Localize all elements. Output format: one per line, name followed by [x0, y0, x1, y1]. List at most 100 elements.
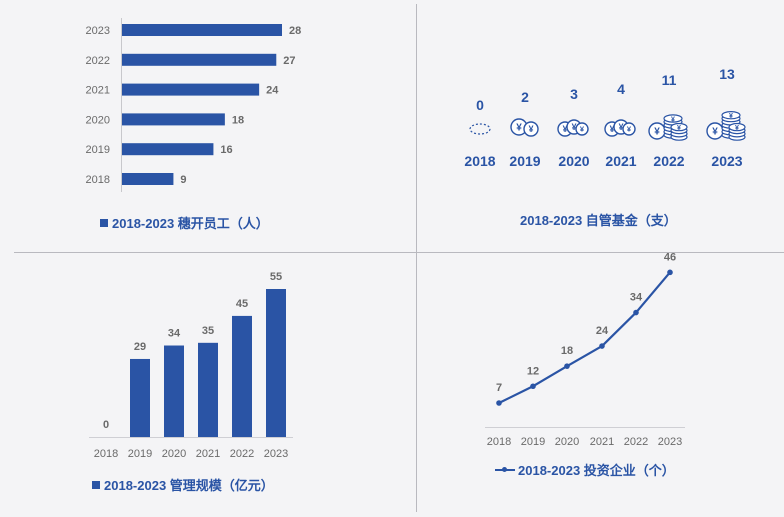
coin-group: ¥¥¥ — [648, 114, 688, 141]
data-label: 7 — [496, 382, 502, 394]
employees-legend: 2018-2023 穗开员工（人） — [100, 213, 269, 232]
y-tick-label: 2018 — [86, 174, 110, 186]
bar — [266, 289, 286, 437]
investments-legend: 2018-2023 投资企业（个） — [495, 460, 675, 479]
x-tick-label: 2021 — [196, 448, 220, 460]
aum-chart-panel: 0 2018 29 2019 34 2020 35 2021 45 2022 55 2023 2018… — [0, 253, 416, 517]
data-label: 3 — [570, 86, 578, 102]
x-tick-label: 2019 — [509, 153, 540, 169]
yuan-symbol: ¥ — [712, 126, 718, 137]
data-label: 0 — [103, 419, 109, 431]
data-label: 16 — [220, 144, 232, 156]
funds-legend-label: 2018-2023 自管基金（支） — [520, 213, 677, 228]
yuan-symbol: ¥ — [572, 122, 577, 132]
y-tick-label: 2021 — [86, 85, 110, 97]
x-tick-label: 2022 — [624, 436, 648, 448]
yuan-symbol: ¥ — [677, 125, 681, 132]
data-label: 9 — [180, 174, 186, 186]
coin-group — [469, 123, 491, 135]
aum-bar-chart: 0 2018 29 2019 34 2020 35 2021 45 2022 55 2023 — [89, 271, 293, 460]
x-tick-label: 2023 — [264, 448, 288, 460]
yuan-symbol: ¥ — [610, 124, 615, 134]
data-point — [599, 343, 605, 349]
data-point — [564, 363, 570, 369]
yuan-symbol: ¥ — [654, 126, 660, 137]
data-label: 34 — [630, 292, 643, 304]
x-tick-label: 2021 — [590, 436, 614, 448]
data-label: 55 — [270, 271, 282, 283]
yuan-symbol: ¥ — [563, 124, 568, 134]
yuan-coin-icon — [622, 122, 636, 136]
bar — [122, 83, 260, 96]
data-label: 4 — [617, 81, 625, 97]
data-label: 29 — [134, 341, 146, 353]
x-tick-label: 2021 — [605, 153, 636, 169]
funds-legend: 2018-2023 自管基金（支） — [520, 210, 677, 229]
legend-swatch — [100, 218, 108, 227]
employees-legend-label: 2018-2023 穗开员工（人） — [112, 216, 269, 231]
data-label: 13 — [719, 66, 735, 82]
x-tick-label: 2019 — [128, 448, 152, 460]
series-line — [498, 271, 671, 404]
data-label: 24 — [596, 325, 609, 337]
x-tick-label: 2022 — [230, 448, 254, 460]
coin-group: ¥¥¥ — [557, 119, 589, 137]
yuan-symbol: ¥ — [516, 122, 522, 133]
bar — [122, 53, 277, 66]
bar — [122, 24, 282, 36]
x-tick-label: 2018 — [464, 153, 495, 169]
y-tick-label: 2022 — [86, 55, 110, 67]
x-tick-label: 2018 — [94, 448, 118, 460]
aum-legend: 2018-2023 管理规模（亿元） — [92, 475, 274, 494]
yuan-symbol: ¥ — [735, 125, 739, 132]
data-label: 2 — [521, 89, 529, 105]
coin-stack-top — [721, 110, 741, 120]
x-tick-label: 2022 — [653, 153, 684, 169]
bar — [130, 358, 150, 437]
coin-group: ¥¥¥ — [706, 110, 746, 141]
data-point — [633, 309, 639, 316]
data-label: 34 — [168, 328, 181, 340]
data-point — [667, 269, 673, 276]
yuan-coin-icon — [575, 122, 589, 136]
employees-chart-panel: 2023 28 2022 27 2021 24 2020 18 2019 16 2018 9 2018… — [0, 0, 416, 252]
investments-legend-label: 2018-2023 投资企业（个） — [518, 463, 675, 478]
coin-stack-top — [663, 114, 683, 123]
coin-group: ¥¥¥ — [604, 119, 636, 137]
coin-group: ¥ ¥ — [510, 118, 539, 137]
yuan-symbol: ¥ — [729, 113, 733, 120]
vertical-divider — [416, 4, 417, 512]
data-label: 28 — [289, 25, 301, 37]
x-tick-label: 2020 — [162, 448, 186, 460]
y-tick-label: 2020 — [86, 114, 110, 126]
data-label: 35 — [202, 325, 214, 337]
y-tick-label: 2023 — [86, 25, 110, 37]
y-tick-label: 2019 — [86, 144, 110, 156]
data-label: 18 — [561, 345, 573, 357]
data-label: 0 — [476, 97, 484, 113]
legend-swatch — [92, 480, 100, 489]
investments-chart-panel: 7 2018 12 2019 18 2020 24 2021 34 2022 46 2023 2018… — [417, 253, 784, 517]
coin-stack-top — [670, 122, 688, 132]
bar — [122, 173, 174, 185]
bar — [232, 315, 252, 437]
bar — [198, 342, 218, 437]
data-label: 24 — [266, 85, 279, 97]
yuan-symbol: ¥ — [529, 124, 534, 134]
data-label: 27 — [283, 55, 295, 67]
data-point — [530, 383, 536, 390]
x-tick-label: 2018 — [487, 436, 511, 448]
legend-line-marker — [495, 466, 515, 474]
data-point — [496, 400, 502, 406]
x-tick-label: 2020 — [555, 436, 579, 448]
data-label: 11 — [662, 72, 677, 88]
yuan-symbol: ¥ — [627, 125, 632, 134]
yuan-coin-icon — [523, 121, 539, 137]
employees-bar-chart: 2023 28 2022 27 2021 24 2020 18 2019 16 2018 9 — [86, 18, 301, 192]
x-tick-label: 2019 — [521, 436, 545, 448]
coin-stack-top — [728, 122, 746, 132]
x-tick-label: 2023 — [658, 436, 682, 448]
investments-line-chart: 7 2018 12 2019 18 2020 24 2021 34 2022 46 2023 — [485, 253, 685, 448]
bar — [122, 113, 225, 126]
